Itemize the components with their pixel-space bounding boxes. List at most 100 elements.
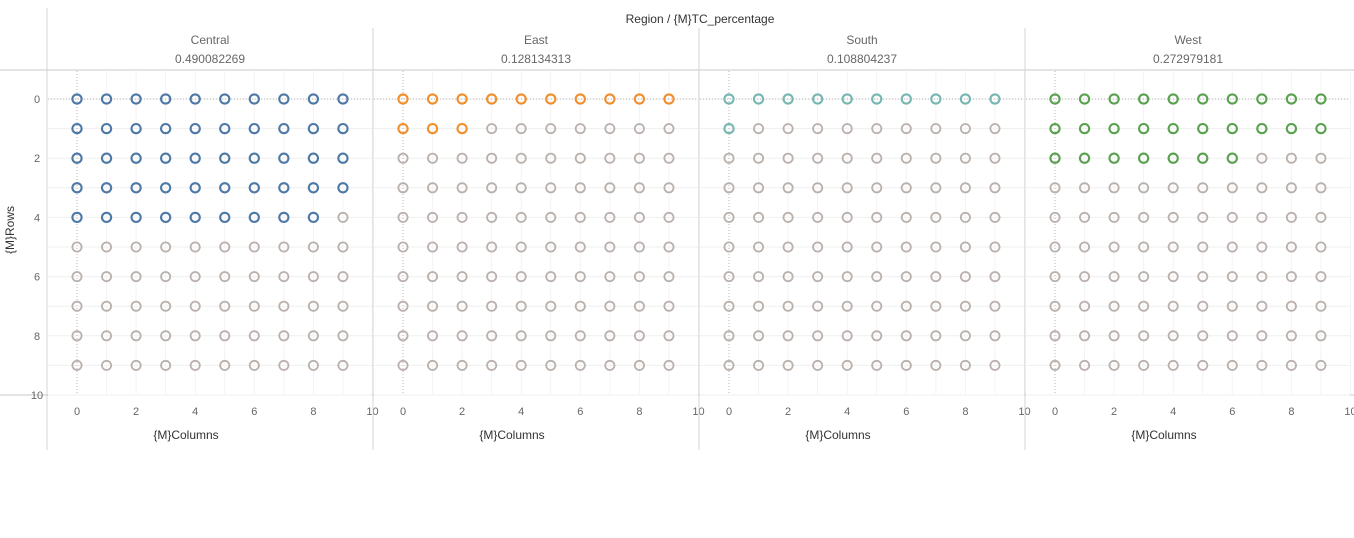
waffle-point-highlighted [159, 152, 172, 164]
waffle-point-highlighted [574, 93, 586, 105]
waffle-point-highlighted [663, 93, 675, 105]
waffle-point-inactive [486, 271, 498, 283]
waffle-point-inactive [1167, 182, 1179, 194]
waffle-point-highlighted [633, 93, 646, 105]
waffle-point-inactive [189, 241, 201, 253]
y-tick-label: 10 [31, 390, 43, 402]
waffle-point-inactive [1226, 182, 1238, 194]
waffle-point-highlighted [71, 182, 83, 194]
waffle-point-highlighted [278, 211, 290, 224]
waffle-point-inactive [989, 211, 1001, 223]
waffle-point-inactive [515, 211, 527, 223]
waffle-point-inactive [633, 152, 645, 164]
waffle-point-inactive [574, 241, 586, 253]
waffle-point-highlighted [723, 93, 735, 105]
waffle-point-inactive [1197, 359, 1209, 371]
waffle-point-inactive [930, 152, 942, 164]
waffle-point-inactive [782, 300, 794, 312]
waffle-point-inactive [130, 241, 142, 253]
waffle-point-inactive [604, 300, 616, 312]
waffle-point-inactive [397, 359, 409, 371]
waffle-point-inactive [753, 330, 765, 342]
waffle-point-inactive [1167, 330, 1179, 342]
waffle-point-inactive [1138, 300, 1150, 312]
waffle-point-inactive [278, 271, 290, 283]
waffle-point-inactive [278, 300, 290, 312]
waffle-point-inactive [959, 271, 971, 283]
waffle-point-inactive [545, 359, 557, 371]
waffle-point-inactive [989, 271, 1001, 283]
waffle-point-inactive [1226, 330, 1238, 342]
waffle-point-inactive [723, 359, 735, 371]
waffle-point-inactive [841, 211, 853, 223]
waffle-point-inactive [456, 330, 468, 342]
waffle-point-inactive [278, 241, 290, 253]
waffle-point-inactive [160, 330, 172, 342]
x-tick-label: 8 [310, 406, 316, 418]
waffle-point-inactive [219, 359, 231, 371]
waffle-point-inactive [1197, 300, 1209, 312]
x-tick-label: 4 [192, 406, 198, 418]
waffle-point-inactive [397, 271, 409, 283]
waffle-point-inactive [515, 300, 527, 312]
waffle-point-highlighted [100, 182, 113, 194]
waffle-point-inactive [1285, 330, 1297, 342]
waffle-point-inactive [574, 211, 586, 223]
waffle-point-inactive [248, 330, 260, 342]
waffle-point-inactive [604, 182, 616, 194]
x-tick-label: 2 [459, 406, 465, 418]
waffle-point-highlighted [1078, 122, 1091, 135]
waffle-point-inactive [871, 300, 883, 312]
waffle-point-inactive [930, 241, 942, 253]
waffle-point-highlighted [189, 211, 201, 224]
waffle-point-inactive [545, 241, 557, 253]
x-tick-label: 6 [251, 406, 257, 418]
waffle-point-inactive [456, 271, 468, 283]
waffle-point-inactive [812, 271, 824, 283]
waffle-point-highlighted [812, 93, 824, 105]
waffle-point-inactive [486, 300, 498, 312]
waffle-point-inactive [930, 300, 942, 312]
waffle-point-inactive [189, 359, 201, 371]
waffle-point-inactive [663, 211, 675, 223]
waffle-point-inactive [663, 241, 675, 253]
waffle-point-highlighted [130, 93, 142, 105]
waffle-point-inactive [248, 241, 260, 253]
waffle-point-inactive [812, 152, 824, 164]
waffle-point-inactive [1079, 182, 1091, 194]
waffle-point-highlighted [337, 152, 349, 164]
waffle-point-highlighted [337, 93, 349, 105]
waffle-point-inactive [307, 271, 319, 283]
waffle-point-inactive [959, 182, 971, 194]
waffle-point-inactive [841, 330, 853, 342]
waffle-point-highlighted [71, 122, 83, 135]
waffle-point-inactive [1285, 300, 1297, 312]
x-tick-label: 0 [1052, 406, 1058, 418]
waffle-point-inactive [486, 182, 498, 194]
waffle-point-highlighted [900, 93, 912, 105]
waffle-point-inactive [1197, 271, 1209, 283]
waffle-point-inactive [1108, 271, 1120, 283]
waffle-point-inactive [782, 211, 794, 223]
waffle-point-inactive [1138, 241, 1150, 253]
waffle-point-inactive [930, 271, 942, 283]
waffle-point-highlighted [159, 211, 172, 224]
waffle-point-highlighted [278, 182, 290, 194]
waffle-point-inactive [574, 300, 586, 312]
waffle-point-inactive [1285, 359, 1297, 371]
waffle-point-inactive [1226, 211, 1238, 223]
waffle-point-highlighted [1197, 93, 1209, 105]
waffle-point-inactive [989, 182, 1001, 194]
y-tick-label: 6 [34, 272, 40, 284]
waffle-point-inactive [812, 211, 824, 223]
panel-region-label: Central [191, 33, 230, 47]
waffle-point-inactive [900, 123, 912, 135]
waffle-point-inactive [1315, 271, 1327, 283]
waffle-point-inactive [1049, 271, 1061, 283]
waffle-point-inactive [515, 241, 527, 253]
waffle-point-highlighted [604, 93, 616, 105]
waffle-point-inactive [753, 241, 765, 253]
x-tick-label: 4 [518, 406, 524, 418]
